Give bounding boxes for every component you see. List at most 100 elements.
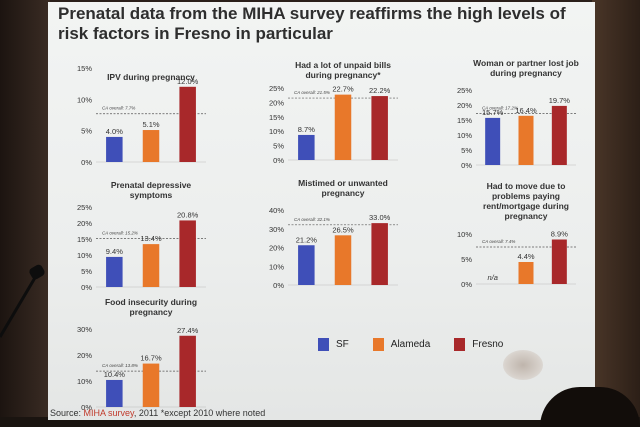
chart-2-reference-label: CA overall: 17.2% <box>482 105 518 110</box>
chart-1-bar-alameda <box>334 94 352 160</box>
chart-1-title-line-0: Had a lot of unpaid bills <box>295 60 391 70</box>
chart-1-ytick-1: 5% <box>273 142 284 151</box>
legend-label-alameda: Alameda <box>390 338 431 350</box>
chart-5-value-label-sf: n/a <box>487 273 497 282</box>
chart-6-ytick-0: 0% <box>81 403 92 412</box>
source-link[interactable]: MIHA survey <box>83 408 134 418</box>
chart-6-reference-label: CA overall: 13.8% <box>102 363 138 368</box>
chart-3-ytick-1: 5% <box>81 267 92 276</box>
chart-2-ytick-1: 5% <box>461 146 472 155</box>
projector-smudge <box>503 350 543 380</box>
chart-4-ytick-4: 40% <box>269 206 284 215</box>
chart-1-bar-fresno <box>371 96 388 160</box>
chart-5-ytick-0: 0% <box>461 280 472 289</box>
chart-2-bar-alameda <box>518 115 534 165</box>
chart-6-value-label-fresno: 27.4% <box>177 326 199 335</box>
chart-0-bar-fresno <box>179 86 196 162</box>
legend-swatch-sf <box>318 337 329 351</box>
chart-6-ytick-2: 20% <box>77 351 92 360</box>
chart-1-ytick-3: 15% <box>269 113 284 122</box>
chart-1-value-label-alameda: 22.7% <box>332 85 354 94</box>
chart-2-title-line-1: during pregnancy <box>490 68 562 78</box>
chart-4-title-line-1: pregnancy <box>322 188 365 198</box>
chart-1-ytick-0: 0% <box>273 156 284 165</box>
chart-6-ytick-1: 10% <box>77 377 92 386</box>
room-right-wall <box>592 0 640 427</box>
chart-5-title-line-1: problems paying <box>492 191 560 201</box>
chart-6-bar-fresno <box>179 335 196 407</box>
chart-4-ytick-1: 10% <box>269 262 284 271</box>
chart-6-value-label-sf: 10.4% <box>104 370 126 379</box>
chart-0-title-line-0: IPV during pregnancy <box>107 72 195 82</box>
chart-5-title-line-3: pregnancy <box>505 211 548 221</box>
chart-4-value-label-alameda: 26.5% <box>332 225 354 234</box>
room-left-wall <box>0 0 50 427</box>
chart-0-bar-alameda <box>142 130 160 162</box>
chart-5-bar-fresno <box>551 239 567 284</box>
chart-0-value-label-sf: 4.0% <box>106 127 123 136</box>
legend-swatch-alameda <box>372 337 384 351</box>
audience-head <box>540 387 640 427</box>
chart-2-ytick-5: 25% <box>457 86 472 95</box>
chart-2-ytick-3: 15% <box>457 116 472 125</box>
chart-3-bar-fresno <box>179 220 196 287</box>
chart-2-value-label-fresno: 19.7% <box>549 96 571 105</box>
chart-2-value-label-alameda: 16.4% <box>515 106 537 115</box>
legend-item-alameda: Alameda <box>372 337 431 351</box>
microphone <box>0 264 45 338</box>
chart-4-bar-fresno <box>371 223 388 285</box>
chart-4-bar-alameda <box>334 235 352 285</box>
chart-3-bar-alameda <box>142 244 160 287</box>
chart-3-title-line-0: Prenatal depressive <box>111 180 192 190</box>
chart-2-value-label-sf: 15.7% <box>482 108 504 117</box>
chart-1-value-label-sf: 8.7% <box>298 125 315 134</box>
chart-5-value-label-fresno: 8.9% <box>551 230 568 239</box>
chart-2-ytick-2: 10% <box>457 131 472 140</box>
projected-slide: Prenatal data from the MIHA survey reaff… <box>48 2 595 420</box>
chart-6-title-line-0: Food insecurity during <box>105 297 197 307</box>
legend-swatch-fresno <box>454 337 466 351</box>
chart-4-ytick-2: 20% <box>269 244 284 253</box>
source-suffix: , 2011 *except 2010 where noted <box>133 408 266 418</box>
chart-5-title-line-2: rent/mortgage during <box>483 201 569 211</box>
chart-6-bar-alameda <box>142 363 160 407</box>
chart-5-value-label-alameda: 4.4% <box>517 252 534 261</box>
room-floor <box>0 417 640 427</box>
source-footer: Source: MIHA survey, 2011 *except 2010 w… <box>50 408 265 418</box>
charts-grid: IPV during pregnancy 0% 5% 10% 15% CA overall… <box>77 58 579 412</box>
chart-6-title-line-1: pregnancy <box>130 307 173 317</box>
chart-6-value-label-alameda: 16.7% <box>140 354 162 363</box>
chart-2-title-line-0: Woman or partner lost job <box>473 58 579 68</box>
chart-1-reference-label: CA overall: 21.5% <box>294 90 330 95</box>
chart-3-value-label-fresno: 20.8% <box>177 210 199 219</box>
slide-title: Prenatal data from the MIHA survey reaff… <box>58 4 566 43</box>
chart-4-ytick-3: 30% <box>269 225 284 234</box>
chart-3-ytick-0: 0% <box>81 283 92 292</box>
chart-1-title-line-1: during pregnancy* <box>305 70 381 80</box>
chart-6-bar-sf <box>106 379 123 407</box>
chart-1-ytick-4: 20% <box>269 98 284 107</box>
chart-4-bar-sf <box>298 245 315 285</box>
chart-2-bar-sf <box>485 117 501 165</box>
chart-3-ytick-2: 10% <box>77 251 92 260</box>
chart-2-bar-fresno <box>551 105 567 165</box>
chart-3-ytick-5: 25% <box>77 203 92 212</box>
chart-3-ytick-4: 20% <box>77 219 92 228</box>
chart-4-ytick-0: 0% <box>273 281 284 290</box>
chart-3-bar-sf <box>106 256 123 287</box>
chart-0-ytick-3: 15% <box>77 64 92 73</box>
legend-item-fresno: Fresno <box>454 337 503 351</box>
chart-0-ytick-1: 5% <box>81 127 92 136</box>
chart-0-value-label-fresno: 12.0% <box>177 77 199 86</box>
chart-3-ytick-3: 15% <box>77 235 92 244</box>
chart-5-ytick-1: 5% <box>461 255 472 264</box>
chart-6-ytick-3: 30% <box>77 325 92 334</box>
chart-4-title-line-0: Mistimed or unwanted <box>298 178 388 188</box>
chart-2-ytick-0: 0% <box>461 161 472 170</box>
chart-5-title-line-0: Had to move due to <box>487 181 566 191</box>
chart-0-ytick-2: 10% <box>77 95 92 104</box>
chart-5-ytick-2: 10% <box>457 230 472 239</box>
chart-0-reference-label: CA overall: 7.7% <box>102 106 135 111</box>
chart-2-ytick-4: 20% <box>457 101 472 110</box>
chart-3-value-label-alameda: 13.4% <box>140 234 162 243</box>
